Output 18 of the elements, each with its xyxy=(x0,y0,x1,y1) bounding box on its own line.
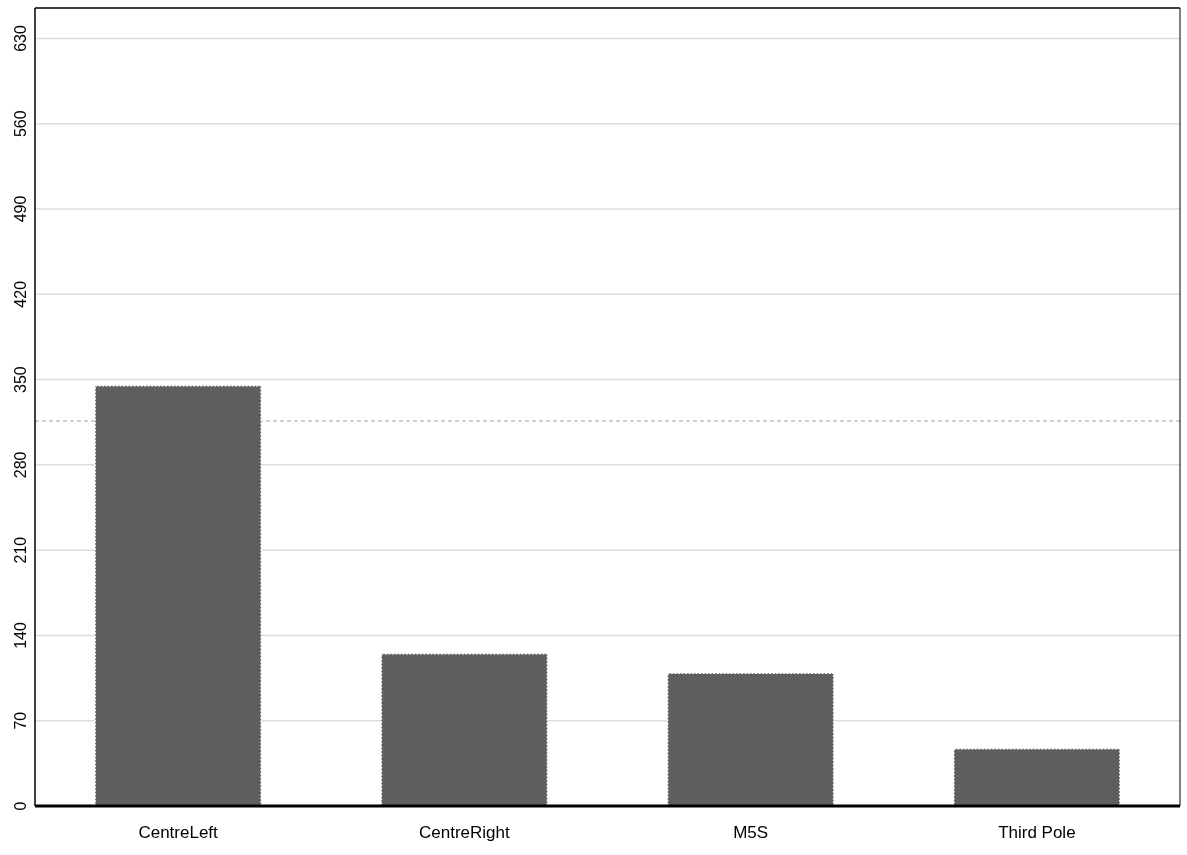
bar xyxy=(94,384,262,807)
y-tick-label: 140 xyxy=(12,621,29,649)
y-tick-label: 350 xyxy=(12,366,29,393)
x-tick-label: Third Pole xyxy=(998,823,1076,842)
y-tick-label: 490 xyxy=(12,195,29,223)
y-tick-label: 0 xyxy=(12,801,29,811)
y-tick-label: 420 xyxy=(12,280,29,308)
y-tick-label: 560 xyxy=(12,110,29,138)
bar xyxy=(953,747,1121,807)
x-tick-label: CentreRight xyxy=(419,823,510,842)
y-tick-label: 210 xyxy=(12,536,29,564)
x-tick-label: CentreLeft xyxy=(138,823,219,842)
bar xyxy=(380,652,549,807)
y-tick-label: 70 xyxy=(12,711,29,730)
bar xyxy=(666,672,835,807)
y-tick-label: 630 xyxy=(12,25,29,52)
y-tick-label: 280 xyxy=(12,451,29,479)
x-tick-label: M5S xyxy=(733,823,769,842)
